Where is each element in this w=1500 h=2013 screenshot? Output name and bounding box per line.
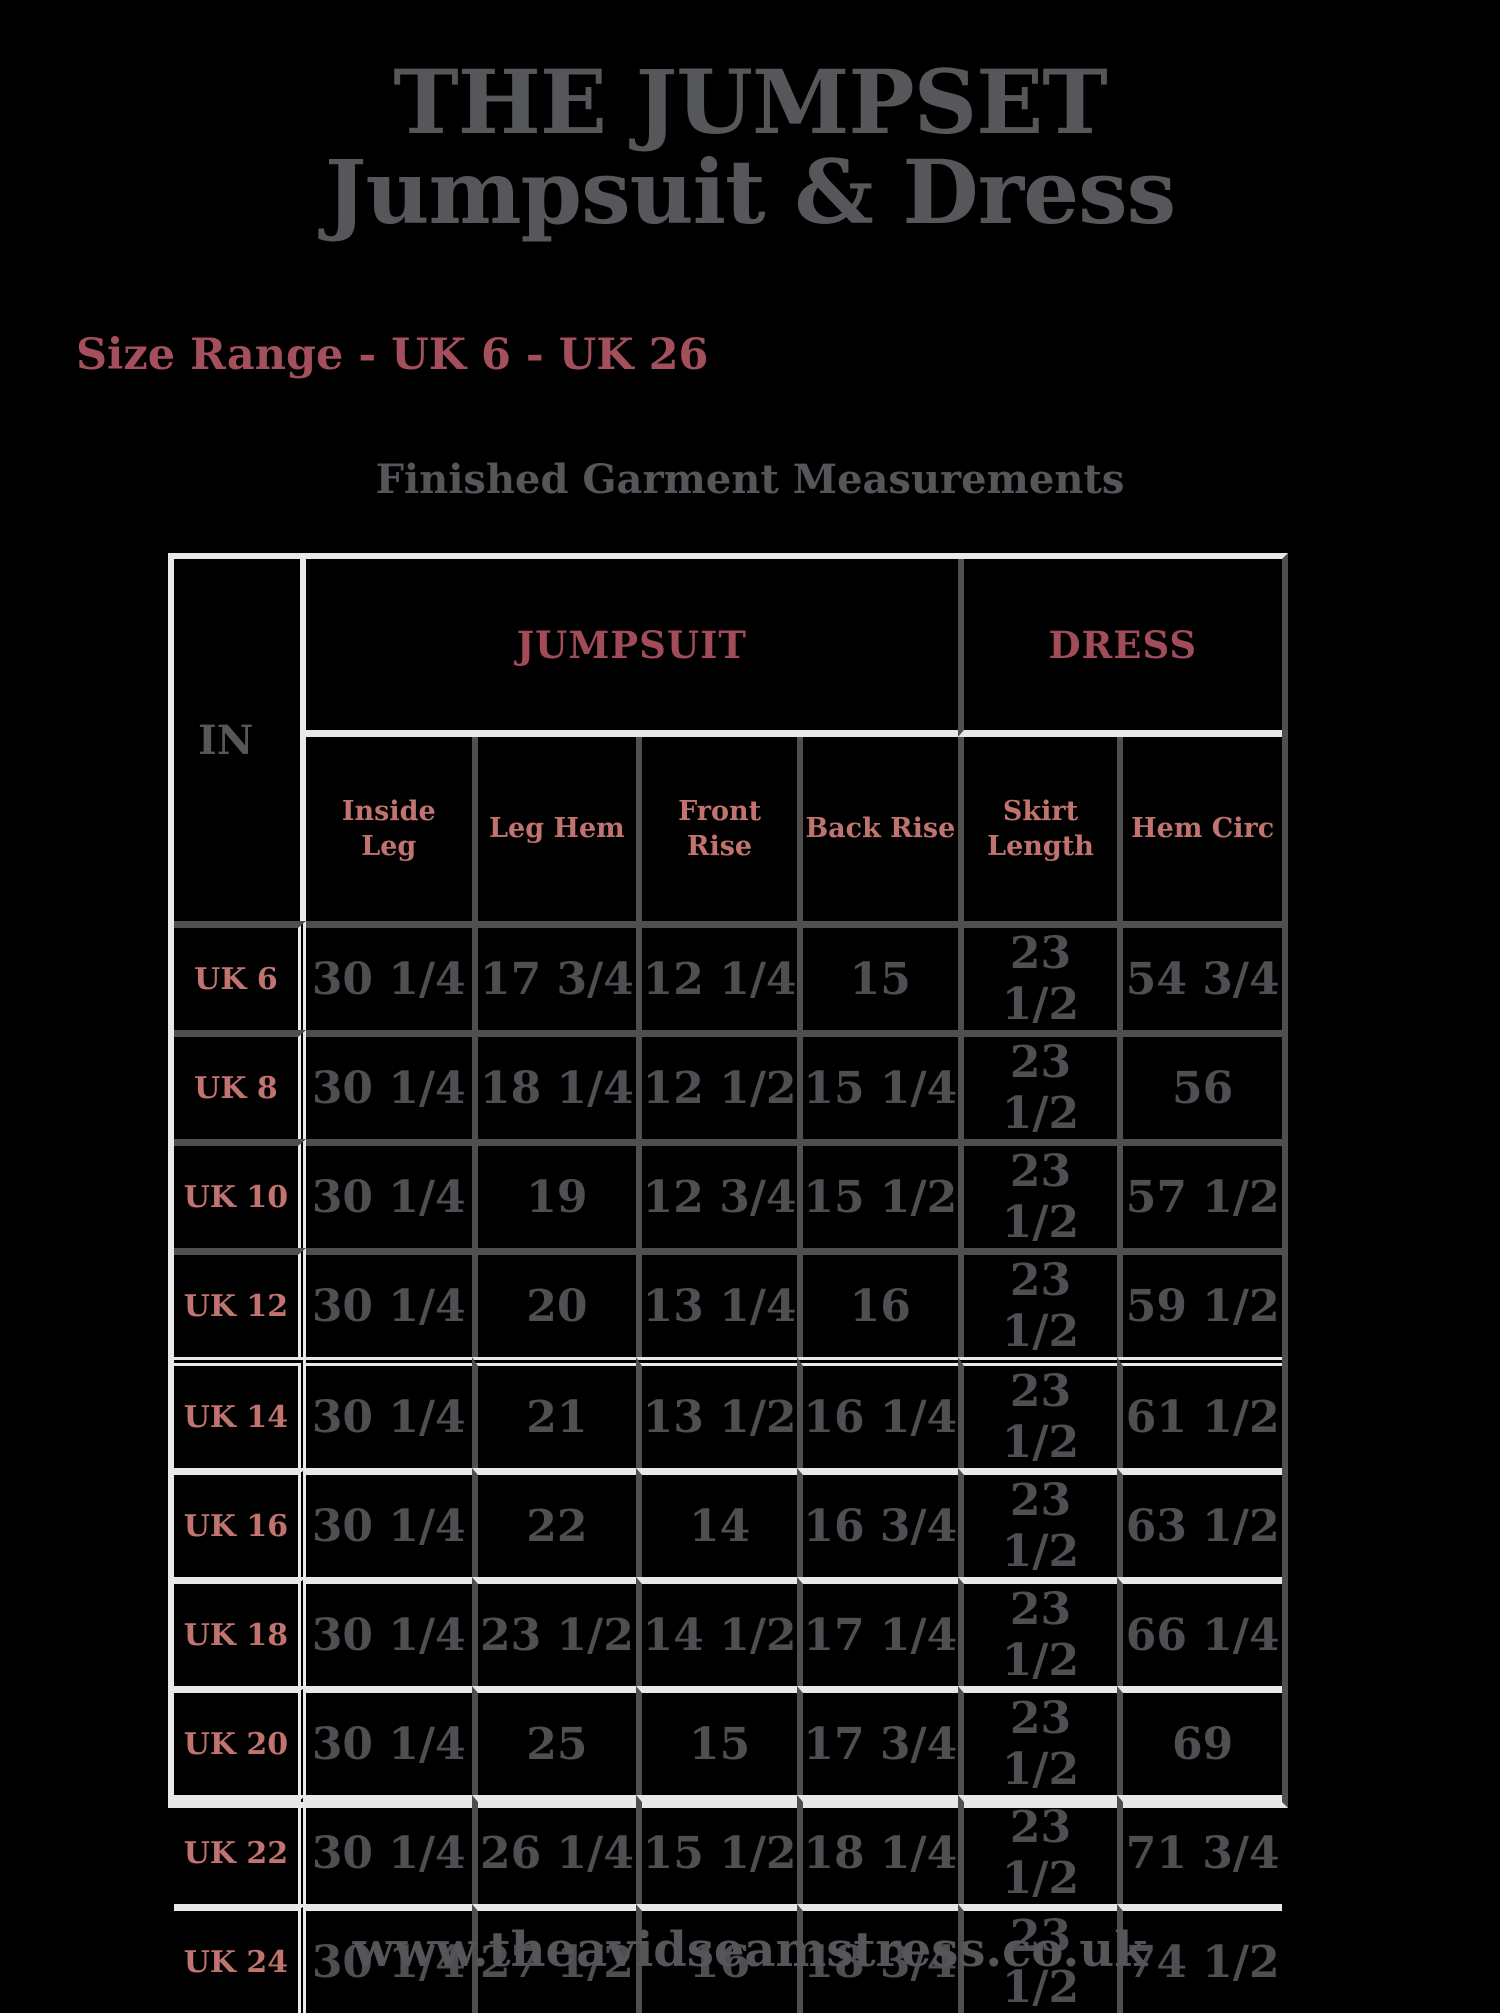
measurement-cell: 16 3/4 <box>796 1468 958 1577</box>
column-header-front-rise: Front Rise <box>636 737 797 921</box>
measurement-cell: 15 <box>796 921 958 1030</box>
measurement-cell: 23 1/2 <box>957 1030 1118 1139</box>
measurement-cell: 54 3/4 <box>1117 921 1282 1030</box>
size-label: UK 22 <box>174 1795 306 1904</box>
measurement-cell: 17 3/4 <box>796 1686 958 1795</box>
table-heading: Finished Garment Measurements <box>375 456 1125 503</box>
doc-subtitle: Jumpsuit & Dress <box>324 139 1176 244</box>
measurement-cell: 18 1/4 <box>471 1030 637 1139</box>
measurement-cell: 56 <box>1117 1030 1282 1139</box>
measurement-cell: 30 1/4 <box>305 1248 472 1357</box>
measurement-cell: 14 <box>636 1468 797 1577</box>
measurement-cell: 15 1/4 <box>796 1030 958 1139</box>
measurement-cell: 23 1/2 <box>957 1468 1118 1577</box>
measurement-cell: 19 <box>471 1139 637 1248</box>
measurement-cell: 23 1/2 <box>957 1904 1118 2013</box>
measurement-cell: 23 1/2 <box>957 1577 1118 1686</box>
measurement-cell: 23 1/2 <box>957 1795 1118 1904</box>
measurement-cell: 63 1/2 <box>1117 1468 1282 1577</box>
measurement-cell: 25 <box>471 1686 637 1795</box>
doc-title: THE JUMPSET <box>393 50 1107 154</box>
size-label: UK 12 <box>174 1248 306 1357</box>
measurement-cell: 30 1/4 <box>305 1357 472 1468</box>
measurement-cell: 15 1/2 <box>636 1795 797 1904</box>
column-header-hem-circ: Hem Circ <box>1117 737 1282 921</box>
size-label: UK 24 <box>174 1904 306 2013</box>
size-label: UK 8 <box>174 1030 306 1139</box>
measurement-cell: 23 1/2 <box>957 1248 1118 1357</box>
measurement-cell: 14 1/2 <box>636 1577 797 1686</box>
column-header-back-rise: Back Rise <box>796 737 958 921</box>
column-header-inside-leg: Inside Leg <box>341 795 436 862</box>
measurement-cell: 23 1/2 <box>471 1577 637 1686</box>
measurement-cell: 30 1/4 <box>305 1139 472 1248</box>
measurement-cell: 20 <box>471 1248 637 1357</box>
measurement-cell: 15 1/2 <box>796 1139 958 1248</box>
measurement-cell: 16 <box>636 1904 797 2013</box>
size-label: UK 6 <box>174 921 306 1030</box>
size-label: UK 10 <box>174 1139 306 1248</box>
group-header-jumpsuit: JUMPSUIT <box>305 559 958 737</box>
measurement-cell: 22 <box>471 1468 637 1577</box>
measurement-cell: 12 1/2 <box>636 1030 797 1139</box>
footer-url: www.theavidseamstress.co.uk <box>352 1922 1148 1978</box>
size-table: IN JUMPSUIT DRESS Inside Leg Leg Hem Fro… <box>168 553 1288 2013</box>
size-range-label: Size Range - UK 6 - UK 26 <box>76 330 709 380</box>
column-header-leg-hem: Leg Hem <box>471 737 637 921</box>
measurement-cell: 18 3/4 <box>796 1904 958 2013</box>
measurement-cell: 69 <box>1117 1686 1282 1795</box>
measurement-cell: 23 1/2 <box>957 1357 1118 1468</box>
measurement-cell: 59 1/2 <box>1117 1248 1282 1357</box>
measurement-cell: 12 1/4 <box>636 921 797 1030</box>
measurement-cell: 16 1/4 <box>796 1357 958 1468</box>
size-label: UK 16 <box>174 1468 306 1577</box>
size-label: UK 20 <box>174 1686 306 1795</box>
measurement-cell: 15 <box>636 1686 797 1795</box>
measurement-cell: 13 1/4 <box>636 1248 797 1357</box>
measurement-cell: 23 1/2 <box>957 921 1118 1030</box>
measurement-cell: 30 1/4 <box>305 1030 472 1139</box>
title-block: THE JUMPSET Jumpsuit & Dress <box>0 50 1500 244</box>
measurement-cell: 61 1/2 <box>1117 1357 1282 1468</box>
column-header-skirt-length: Skirt Length <box>957 737 1118 921</box>
measurement-cell: 17 1/4 <box>796 1577 958 1686</box>
measurement-cell: 27 1/2 <box>471 1904 637 2013</box>
measurement-cell: 30 1/4 <box>305 1795 472 1904</box>
measurement-cell: 30 1/4 <box>305 1468 472 1577</box>
measurement-cell: 71 3/4 <box>1117 1795 1282 1904</box>
size-label: UK 18 <box>174 1577 306 1686</box>
size-label: UK 14 <box>174 1357 306 1468</box>
measurement-cell: 23 1/2 <box>957 1139 1118 1248</box>
group-header-dress: DRESS <box>957 559 1282 737</box>
measurement-cell: 30 1/4 <box>305 1904 472 2013</box>
measurement-cell: 26 1/4 <box>471 1795 637 1904</box>
measurement-cell: 57 1/2 <box>1117 1139 1282 1248</box>
measurement-cell: 74 1/2 <box>1117 1904 1282 2013</box>
unit-header-cell: IN <box>174 559 306 921</box>
measurement-cell: 66 1/4 <box>1117 1577 1282 1686</box>
measurement-cell: 30 1/4 <box>305 1577 472 1686</box>
measurement-cell: 18 1/4 <box>796 1795 958 1904</box>
measurement-cell: 30 1/4 <box>305 1686 472 1795</box>
measurement-cell: 17 3/4 <box>471 921 637 1030</box>
measurement-cell: 13 1/2 <box>636 1357 797 1468</box>
measurement-cell: 23 1/2 <box>957 1686 1118 1795</box>
measurement-cell: 16 <box>796 1248 958 1357</box>
measurement-cell: 12 3/4 <box>636 1139 797 1248</box>
measurement-cell: 21 <box>471 1357 637 1468</box>
measurement-cell: 30 1/4 <box>305 921 472 1030</box>
